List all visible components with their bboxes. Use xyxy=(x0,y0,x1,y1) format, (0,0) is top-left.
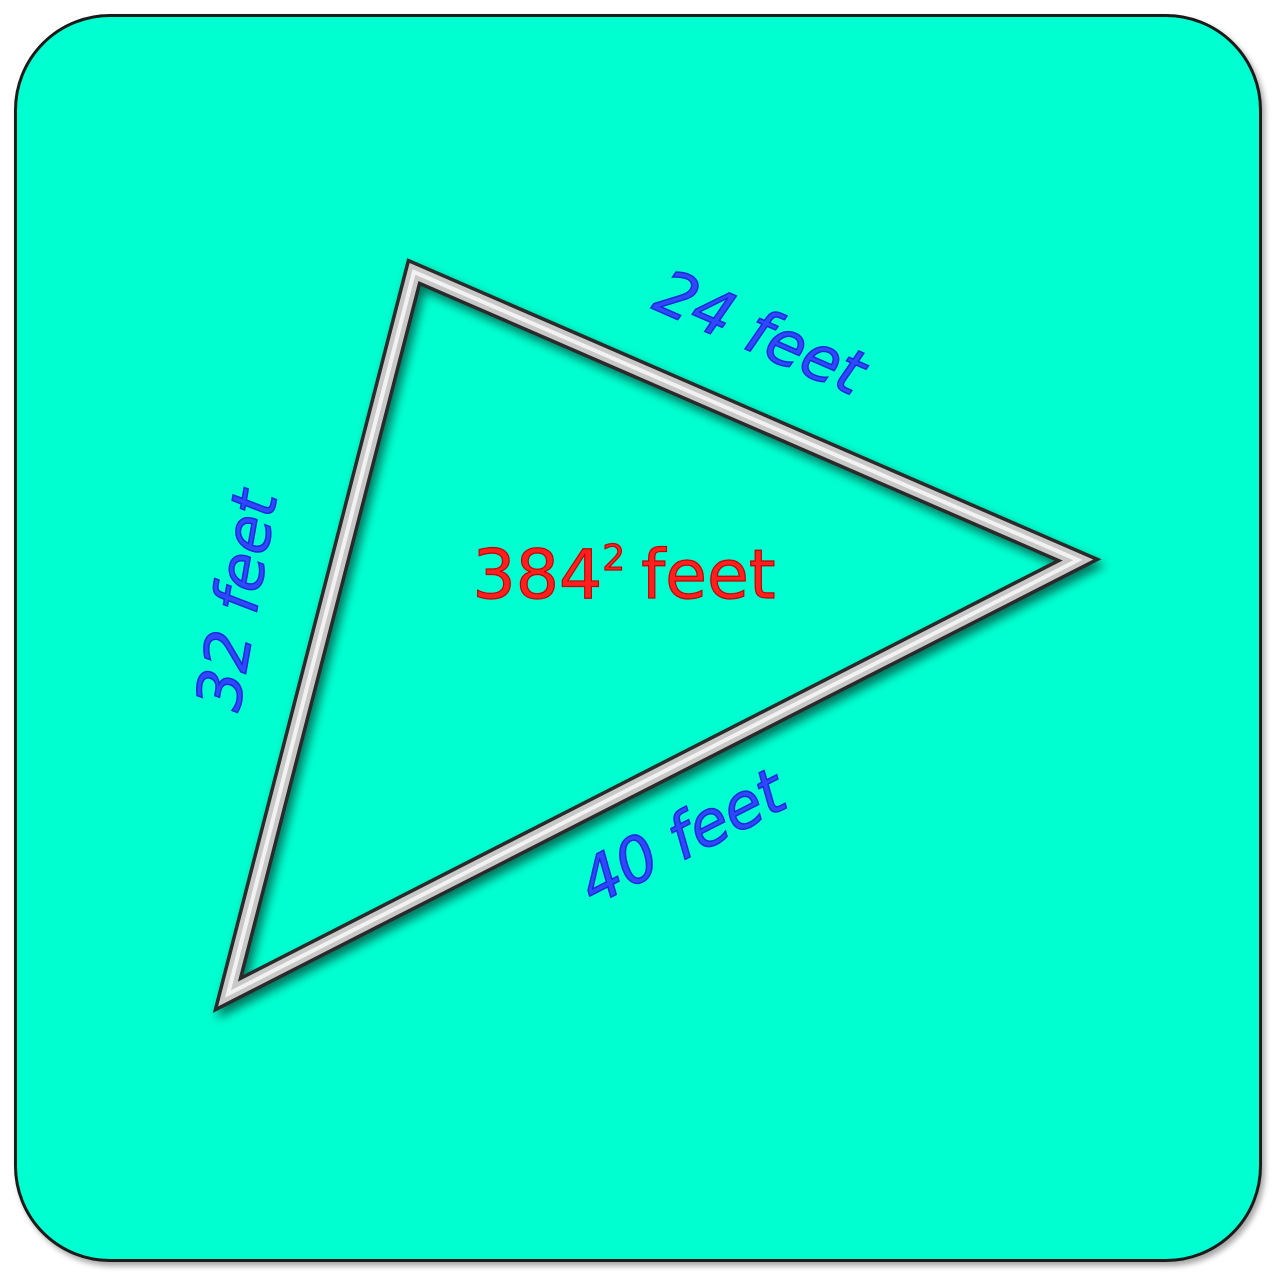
area-exponent: 2 xyxy=(602,538,625,579)
area-unit: feet xyxy=(641,536,775,615)
area-number: 384 xyxy=(473,536,603,615)
side-label-left: 32 feet xyxy=(182,482,293,715)
background-card xyxy=(14,14,1262,1262)
area-label: 3842 feet xyxy=(473,536,776,615)
triangle xyxy=(212,258,1102,1013)
side-label-bottom: 40 feet xyxy=(567,753,799,920)
